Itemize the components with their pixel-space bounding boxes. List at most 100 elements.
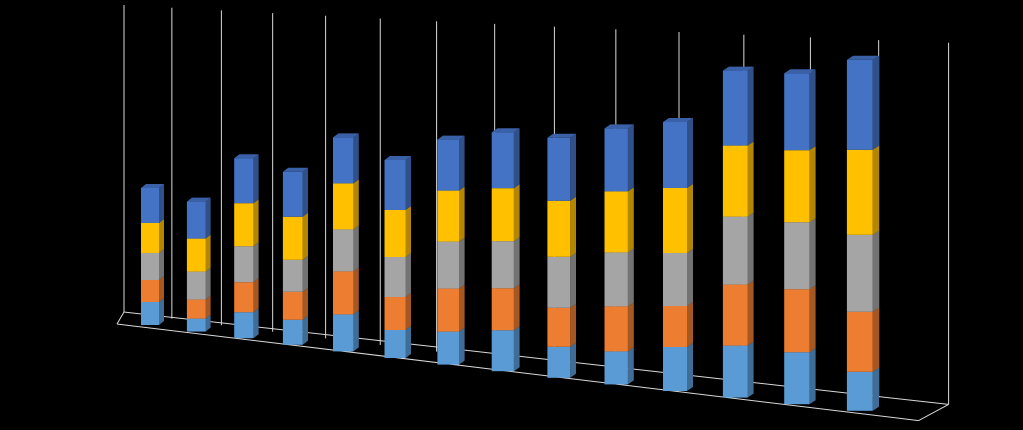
bar-segment xyxy=(784,222,810,290)
bar-side xyxy=(459,284,465,332)
bar-segment xyxy=(141,253,159,280)
bar-side xyxy=(459,135,465,191)
bar-segment xyxy=(384,210,406,257)
bar-segment xyxy=(663,347,687,391)
bar-segment xyxy=(437,331,459,365)
bar-side xyxy=(627,302,634,352)
bar-top xyxy=(663,118,693,122)
bar-side xyxy=(747,212,754,285)
bar-segment xyxy=(784,73,810,151)
bar-segment xyxy=(186,271,206,300)
bar-segment xyxy=(437,241,459,289)
bar-side xyxy=(570,303,576,347)
bar-segment xyxy=(604,306,628,352)
bar-side xyxy=(687,302,693,347)
bar-side xyxy=(405,156,411,210)
bar-side xyxy=(159,276,164,302)
bar-segment xyxy=(384,330,406,358)
bar-side xyxy=(353,310,359,352)
bar-segment xyxy=(846,311,873,372)
bar-segment xyxy=(186,299,206,319)
bar-side xyxy=(809,285,816,353)
bar-segment xyxy=(604,252,628,307)
bar-side xyxy=(405,253,411,297)
bar-segment xyxy=(384,297,406,330)
bar-side xyxy=(353,133,359,184)
bar-side xyxy=(302,255,308,292)
bar-side xyxy=(872,230,879,312)
bar-side xyxy=(459,327,465,365)
bar-side xyxy=(687,184,693,253)
bar-side xyxy=(159,184,164,223)
bar-segment xyxy=(333,183,354,230)
bar-segment xyxy=(604,128,628,192)
bar-side xyxy=(627,347,634,385)
bar-side xyxy=(353,225,359,272)
bar-top xyxy=(846,55,879,60)
floor-front xyxy=(116,323,919,422)
bar-segment xyxy=(491,330,514,372)
bar-segment xyxy=(722,145,748,217)
bar-side xyxy=(253,308,259,339)
bar-side xyxy=(253,278,259,313)
bar-side xyxy=(747,341,754,398)
bar-segment xyxy=(141,188,159,223)
bar-top xyxy=(141,184,164,188)
bar-side xyxy=(513,326,520,372)
bar-segment xyxy=(491,241,514,289)
bar-segment xyxy=(547,256,571,308)
bar-side xyxy=(809,69,816,151)
bar-segment xyxy=(282,319,303,345)
bar-segment xyxy=(141,302,159,325)
bar-top xyxy=(547,133,576,138)
bar-segment xyxy=(547,200,571,257)
bar-segment xyxy=(604,191,628,253)
bar-segment xyxy=(663,253,687,306)
bar-side xyxy=(253,154,259,204)
bar-side xyxy=(872,55,879,150)
bar-side xyxy=(627,248,634,307)
bar-side xyxy=(687,343,693,391)
bar-segment xyxy=(604,351,628,385)
bar-side xyxy=(159,249,164,280)
bar-segment xyxy=(333,314,354,352)
bar-side xyxy=(809,146,816,223)
bar-side xyxy=(570,342,576,378)
bar-segment xyxy=(663,306,687,347)
bar-top xyxy=(234,154,259,159)
bar-side xyxy=(302,287,308,320)
bar-segment xyxy=(722,345,748,398)
bar-segment xyxy=(663,188,687,253)
bar-side xyxy=(302,212,308,260)
bar-segment xyxy=(186,238,206,272)
bar-segment xyxy=(437,139,459,191)
bar-segment xyxy=(282,291,303,320)
bar-side xyxy=(205,314,211,332)
bar-side xyxy=(253,199,259,247)
bar-segment xyxy=(547,307,571,347)
floor-left xyxy=(116,311,125,325)
bar-segment xyxy=(234,312,254,339)
bar-side xyxy=(570,252,576,308)
bar-segment xyxy=(547,137,571,201)
bar-side xyxy=(872,307,879,372)
bar-side xyxy=(302,315,308,345)
bar-side xyxy=(687,249,693,306)
bar-top xyxy=(282,167,308,172)
bar-segment xyxy=(491,288,514,331)
bar-segment xyxy=(491,132,514,189)
bar-side xyxy=(627,124,634,192)
bar-segment xyxy=(491,188,514,242)
bar-segment xyxy=(234,203,254,247)
bar-side xyxy=(872,367,879,411)
bar-side xyxy=(159,298,164,325)
bar-side xyxy=(747,141,754,217)
bar-side xyxy=(459,186,465,242)
bar-segment xyxy=(141,280,159,302)
bar-side xyxy=(747,280,754,346)
bar-segment xyxy=(784,352,810,405)
bar-side xyxy=(405,206,411,257)
bar-side xyxy=(159,219,164,253)
bar-top xyxy=(784,69,816,74)
bar-side xyxy=(302,167,308,217)
